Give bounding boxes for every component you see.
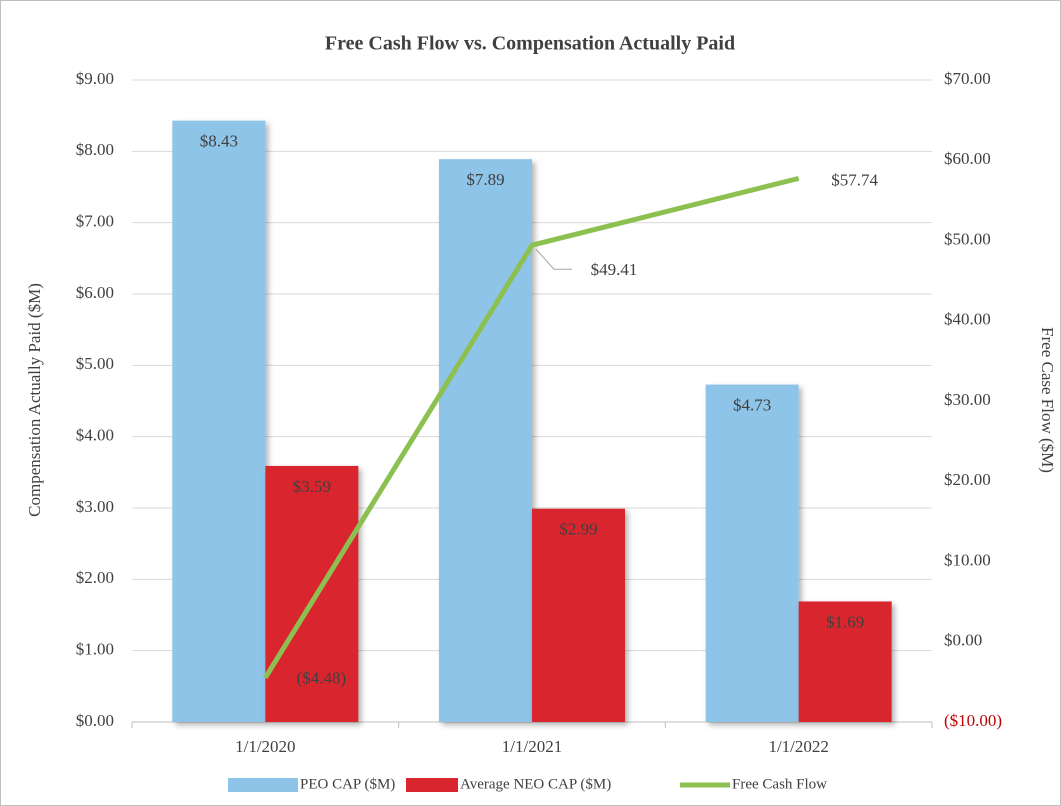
- legend-label: PEO CAP ($M): [300, 776, 395, 792]
- line-value-label: ($4.48): [297, 669, 347, 688]
- y-tick-label: $3.00: [76, 497, 114, 516]
- y-axis-label: Compensation Actually Paid ($M): [25, 283, 44, 517]
- leader-line: [535, 248, 572, 270]
- y-tick-label: $1.00: [76, 640, 114, 659]
- y-tick-label: $9.00: [76, 69, 114, 88]
- y-tick-label: $2.00: [76, 568, 114, 587]
- bar: [439, 159, 532, 722]
- bar-value-label: $3.59: [293, 477, 331, 496]
- y-tick-label: $4.00: [76, 426, 114, 445]
- y2-tick-label: $60.00: [944, 149, 991, 168]
- bar: [172, 120, 266, 722]
- legend-swatch: [406, 778, 458, 792]
- line-series: [263, 175, 800, 680]
- y2-axis-label: Free Case Flow ($M): [1038, 327, 1057, 473]
- y-tick-label: $8.00: [76, 140, 114, 159]
- bar-value-label: $1.69: [826, 612, 864, 631]
- y2-tick-label: $50.00: [944, 229, 991, 248]
- bar-value-label: $4.73: [733, 395, 771, 414]
- x-tick-label: 1/1/2022: [768, 737, 828, 756]
- legend-label: Average NEO CAP ($M): [460, 776, 611, 792]
- x-tick-label: 1/1/2021: [502, 737, 562, 756]
- y2-tick-label: $20.00: [944, 470, 991, 489]
- line-value-label: $57.74: [831, 170, 878, 189]
- line-value-label: $49.41: [591, 260, 638, 279]
- y2-tick-label: $30.00: [944, 390, 991, 409]
- bar-value-label: $8.43: [200, 132, 238, 151]
- y-tick-label: $0.00: [76, 711, 114, 730]
- bar-value-label: $2.99: [559, 520, 597, 539]
- y2-tick-label: $70.00: [944, 69, 991, 88]
- bar: [265, 465, 359, 722]
- legend-swatch: [228, 778, 298, 792]
- bar: [705, 384, 799, 722]
- y-tick-label: $5.00: [76, 354, 114, 373]
- y-tick-label: $6.00: [76, 283, 114, 302]
- y2-tick-label: $0.00: [944, 631, 982, 650]
- y2-tick-label: $10.00: [944, 550, 991, 569]
- bar-value-label: $7.89: [466, 170, 504, 189]
- x-tick-label: 1/1/2020: [235, 737, 295, 756]
- legend-label: Free Cash Flow: [732, 776, 827, 792]
- y2-tick-label: ($10.00): [944, 711, 1002, 730]
- bar: [798, 601, 892, 722]
- chart-title: Free Cash Flow vs. Compensation Actually…: [325, 33, 735, 55]
- y-tick-label: $7.00: [76, 212, 114, 231]
- bar: [532, 508, 625, 722]
- y2-tick-label: $40.00: [944, 310, 991, 329]
